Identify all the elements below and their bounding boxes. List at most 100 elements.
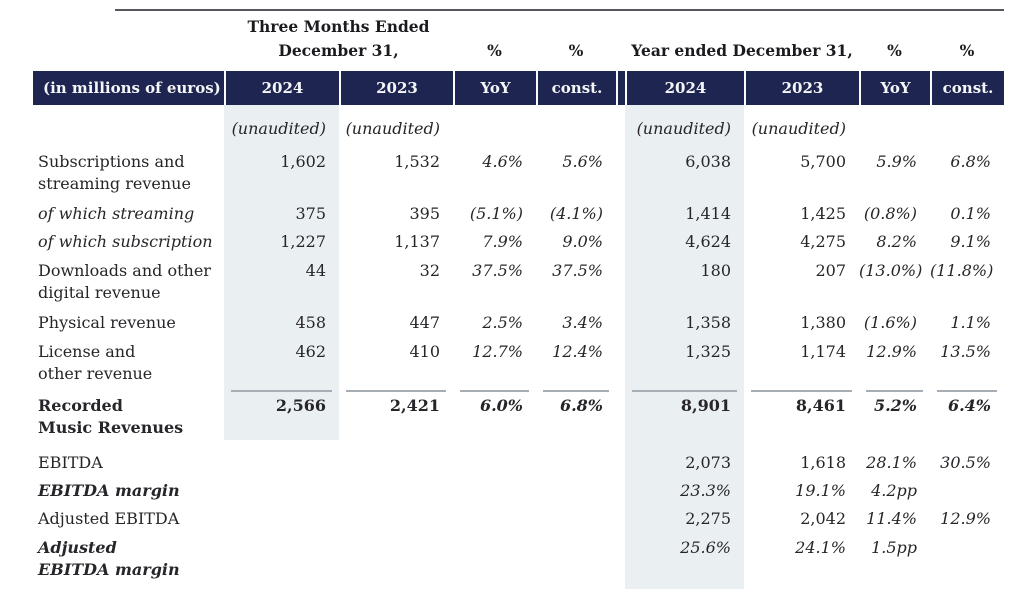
row-label: Adjusted EBITDA margin bbox=[38, 538, 180, 579]
cell-value bbox=[859, 105, 930, 147]
cell-value: 30.5% bbox=[940, 453, 991, 472]
table-row: License and other revenue 462 410 12.7% 12.4%… bbox=[33, 337, 1004, 390]
cell-value bbox=[339, 477, 453, 505]
cell-value bbox=[930, 477, 1004, 505]
column-header-const-q: const. bbox=[536, 71, 616, 105]
row-label: EBITDA margin bbox=[38, 481, 180, 500]
cell-value: 23.3% bbox=[680, 481, 731, 500]
table-row: Subscriptions and streaming revenue 1,602 1… bbox=[33, 147, 1004, 200]
cell-value bbox=[536, 533, 616, 586]
column-gap bbox=[616, 533, 625, 586]
cell-value: 12.9% bbox=[866, 342, 917, 361]
column-gap bbox=[616, 390, 625, 449]
cell-value: 1.5pp bbox=[871, 538, 917, 557]
cell-value bbox=[224, 505, 339, 533]
cell-value: 395 bbox=[409, 204, 440, 223]
cell-value bbox=[224, 533, 339, 586]
percent-symbol: % bbox=[959, 41, 975, 60]
period-header-row-1: Three Months Ended bbox=[33, 16, 1004, 38]
cell-value bbox=[930, 533, 1004, 586]
table-column-header-row: (in millions of euros) 2024 2023 YoY con… bbox=[33, 71, 1004, 105]
cell-value bbox=[453, 105, 536, 147]
row-label: Subscriptions and streaming revenue bbox=[38, 152, 191, 193]
cell-value bbox=[453, 449, 536, 477]
cell-value: 8,901 bbox=[625, 390, 744, 449]
cell-value: 1,414 bbox=[685, 204, 731, 223]
column-gap bbox=[616, 228, 625, 256]
cell-value: 6.8% bbox=[536, 390, 616, 449]
cell-value bbox=[453, 477, 536, 505]
row-label: Physical revenue bbox=[38, 313, 176, 332]
cell-value bbox=[536, 477, 616, 505]
column-header-2024-y: 2024 bbox=[625, 71, 744, 105]
column-group-divider bbox=[616, 71, 625, 105]
cell-value: (unaudited) bbox=[345, 119, 440, 138]
cell-value: 1.1% bbox=[950, 313, 991, 332]
row-label: Recorded Music Revenues bbox=[38, 396, 184, 437]
table-body: (unaudited) (unaudited) (unaudited) (unaudi… bbox=[33, 105, 1004, 586]
cell-value: 2,275 bbox=[685, 509, 731, 528]
column-gap bbox=[616, 477, 625, 505]
column-gap bbox=[616, 449, 625, 477]
table-row: Adjusted EBITDA margin 25.6% 24.1% 1.5pp bbox=[33, 533, 1004, 586]
column-header-yoy-y: YoY bbox=[859, 71, 930, 105]
cell-value: 44 bbox=[305, 261, 326, 280]
cell-value: 5.6% bbox=[562, 152, 603, 171]
cell-value: 410 bbox=[409, 342, 440, 361]
cell-value bbox=[453, 533, 536, 586]
column-gap bbox=[616, 147, 625, 200]
cell-value bbox=[536, 449, 616, 477]
cell-value: 4.2pp bbox=[871, 481, 917, 500]
cell-value: 8,461 bbox=[744, 390, 859, 449]
cell-value: 1,425 bbox=[800, 204, 846, 223]
cell-value: 25.6% bbox=[680, 538, 731, 557]
cell-value: 37.5% bbox=[552, 261, 603, 280]
cell-value: 19.1% bbox=[795, 481, 846, 500]
cell-value: 1,174 bbox=[800, 342, 846, 361]
cell-value: 12.9% bbox=[940, 509, 991, 528]
cell-value: 1,532 bbox=[394, 152, 440, 171]
cell-value: 1,137 bbox=[394, 232, 440, 251]
cell-value bbox=[536, 505, 616, 533]
column-header-2023-q: 2023 bbox=[339, 71, 453, 105]
cell-value: 7.9% bbox=[482, 232, 523, 251]
cell-value: 28.1% bbox=[866, 453, 917, 472]
cell-value: 9.0% bbox=[562, 232, 603, 251]
table-row: Recorded Music Revenues 2,566 2,421 6.0% 6.8%… bbox=[33, 390, 1004, 449]
cell-value: (unaudited) bbox=[751, 119, 846, 138]
cell-value: 6.8% bbox=[950, 152, 991, 171]
row-label: of which subscription bbox=[38, 232, 213, 251]
column-gap bbox=[616, 256, 625, 309]
cell-value: 2,421 bbox=[339, 390, 453, 449]
year-ended-label: Year ended December 31, bbox=[631, 41, 853, 60]
cell-value: (unaudited) bbox=[636, 119, 731, 138]
cell-value: 375 bbox=[295, 204, 326, 223]
cell-value: 37.5% bbox=[472, 261, 523, 280]
cell-value: 6,038 bbox=[685, 152, 731, 171]
cell-value: 207 bbox=[815, 261, 846, 280]
cell-value: 1,227 bbox=[280, 232, 326, 251]
row-label bbox=[33, 105, 224, 147]
column-header-2023-y: 2023 bbox=[744, 71, 859, 105]
table-row: Physical revenue 458 447 2.5% 3.4% 1,358 1,380… bbox=[33, 309, 1004, 337]
cell-value bbox=[339, 505, 453, 533]
cell-value: 8.2% bbox=[876, 232, 917, 251]
cell-value: 2,566 bbox=[224, 390, 339, 449]
cell-value: 5,700 bbox=[800, 152, 846, 171]
cell-value: 447 bbox=[409, 313, 440, 332]
percent-symbol: % bbox=[887, 41, 902, 60]
cell-value bbox=[224, 477, 339, 505]
cell-value: 4,624 bbox=[685, 232, 731, 251]
column-gap bbox=[616, 105, 625, 147]
table-row: EBITDA 2,073 1,618 28.1% 30.5% bbox=[33, 449, 1004, 477]
cell-value bbox=[339, 449, 453, 477]
cell-value bbox=[339, 533, 453, 586]
cell-value bbox=[930, 105, 1004, 147]
cell-value: (0.8%) bbox=[863, 204, 917, 223]
cell-value: 458 bbox=[295, 313, 326, 332]
cell-value: 9.1% bbox=[950, 232, 991, 251]
cell-value: 6.0% bbox=[453, 390, 536, 449]
percent-symbol: % bbox=[487, 41, 502, 60]
row-label: License and other revenue bbox=[38, 342, 153, 383]
cell-value: 4.6% bbox=[482, 152, 523, 171]
